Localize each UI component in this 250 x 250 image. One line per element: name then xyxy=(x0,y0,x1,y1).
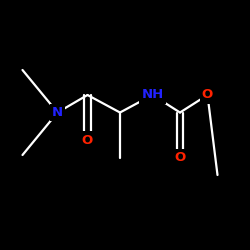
Text: O: O xyxy=(82,134,93,146)
Text: O: O xyxy=(202,88,213,102)
Text: N: N xyxy=(52,106,63,119)
Text: NH: NH xyxy=(142,88,164,102)
Text: O: O xyxy=(174,151,186,164)
